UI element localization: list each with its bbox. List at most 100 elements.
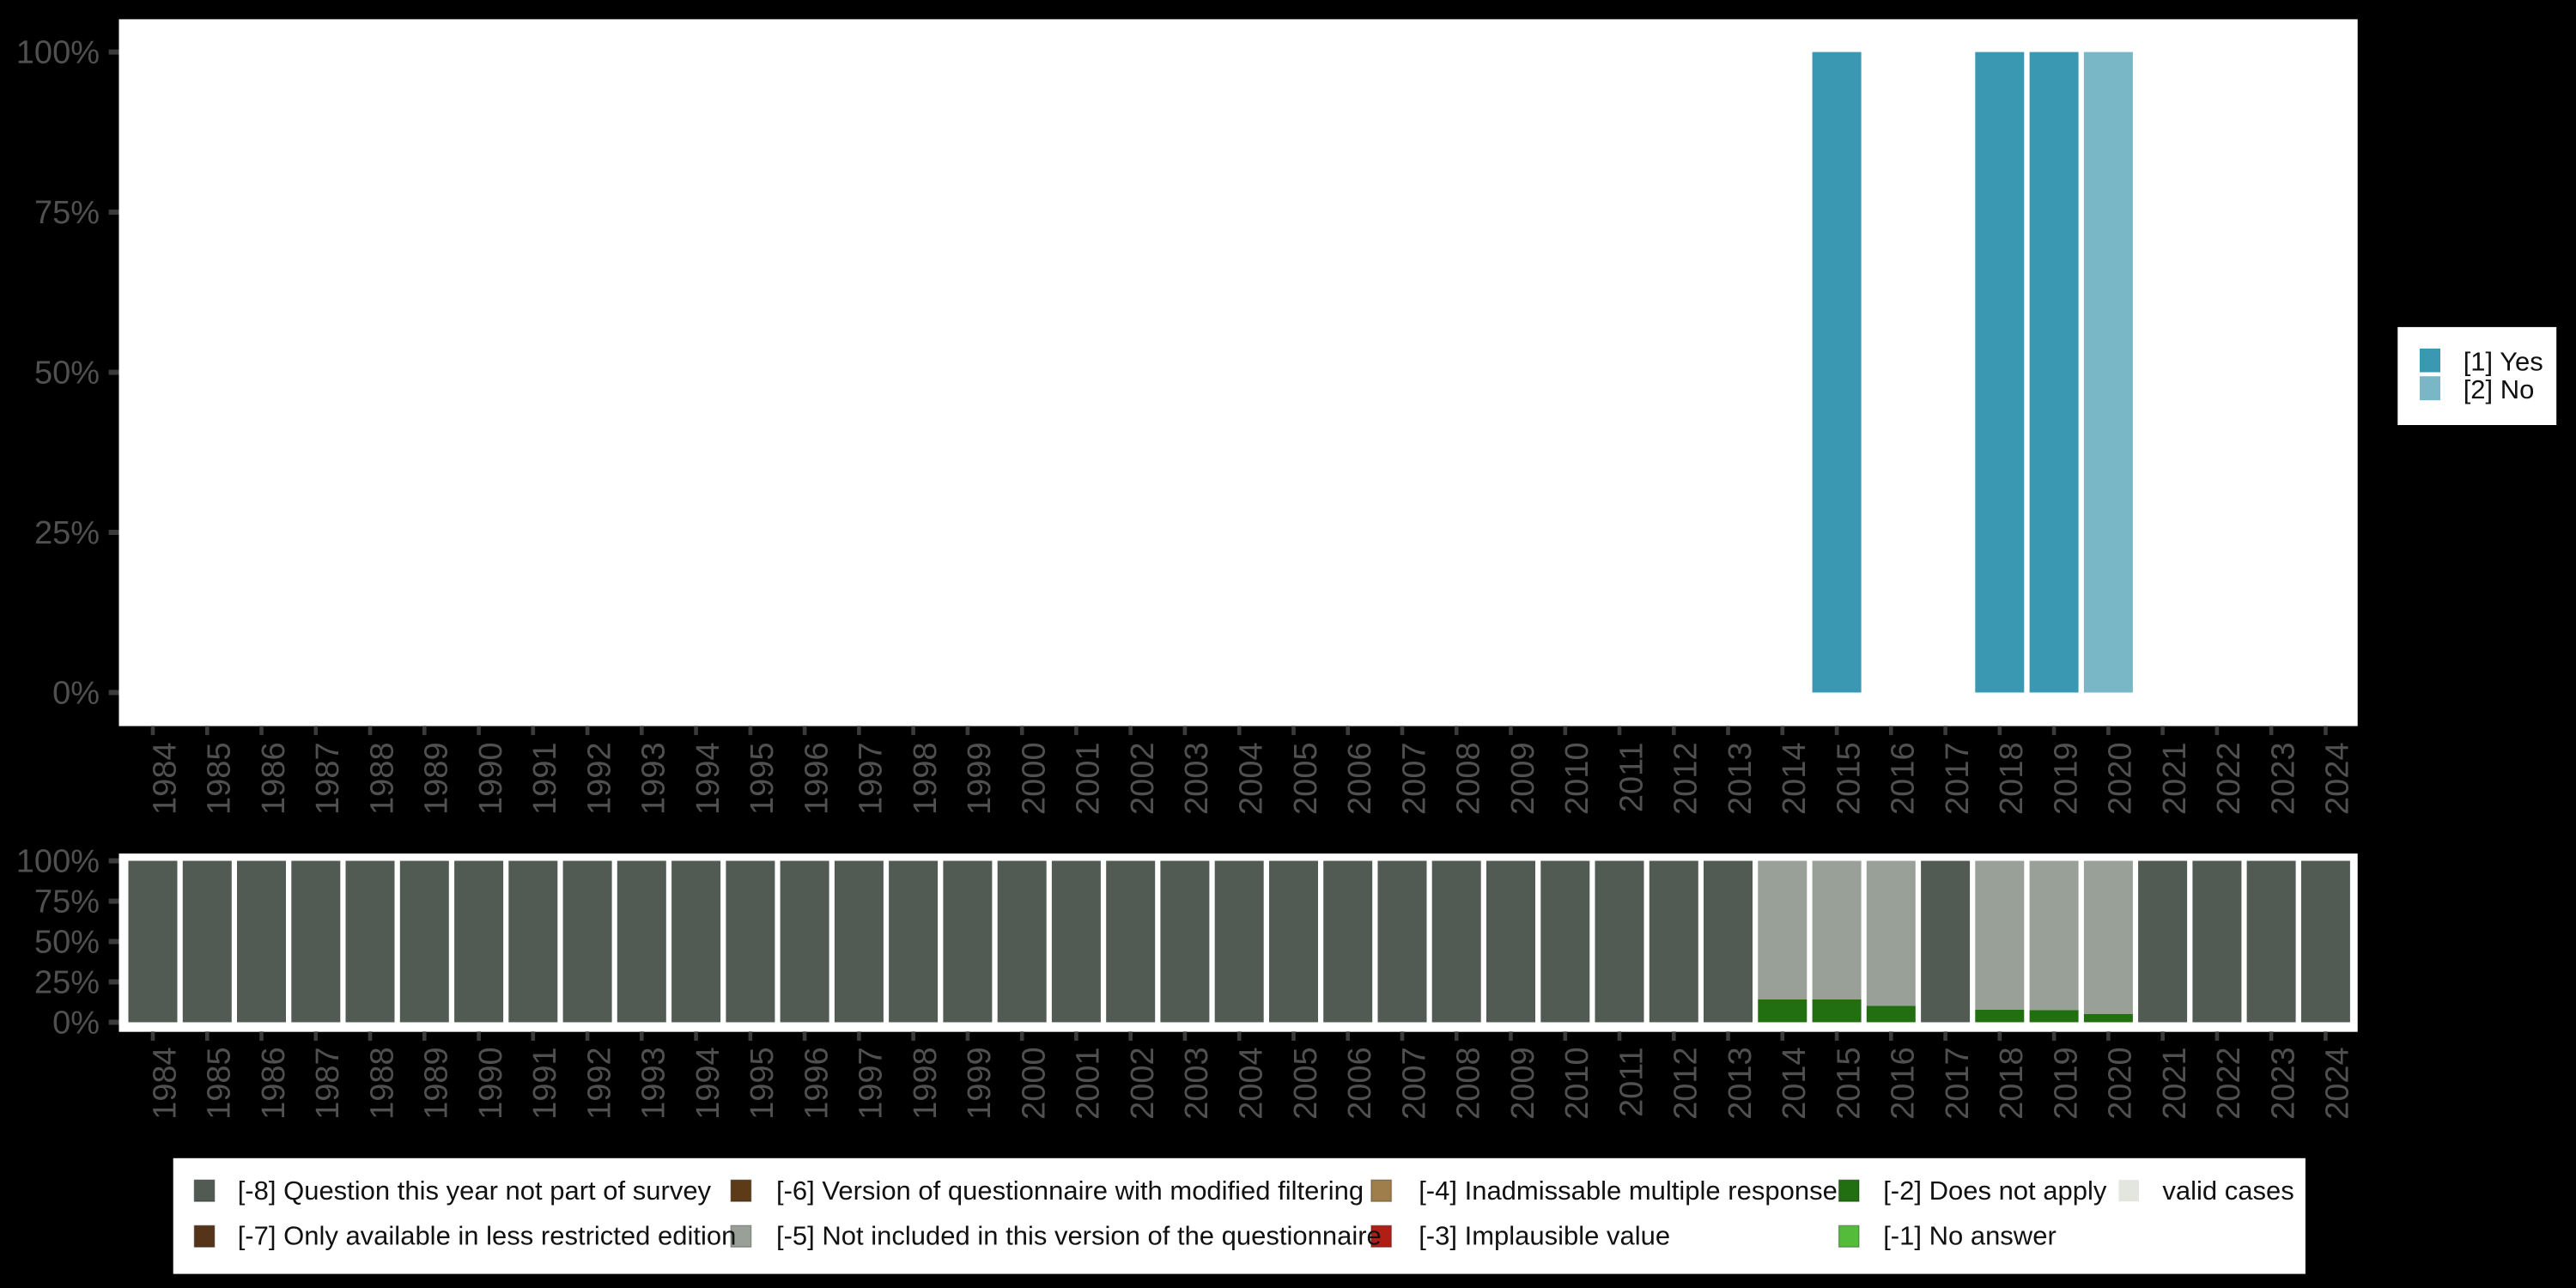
svg-text:2016: 2016 (1886, 742, 1922, 815)
svg-text:2024: 2024 (2320, 1047, 2356, 1120)
svg-text:1990: 1990 (473, 742, 509, 815)
svg-text:1989: 1989 (419, 742, 455, 815)
svg-text:2015: 2015 (1831, 1047, 1867, 1120)
svg-text:2023: 2023 (2265, 742, 2301, 815)
svg-text:2005: 2005 (1288, 742, 1324, 815)
svg-text:0%: 0% (52, 1005, 100, 1042)
svg-text:2012: 2012 (1668, 1047, 1704, 1120)
svg-text:2000: 2000 (1017, 742, 1053, 815)
svg-text:1987: 1987 (310, 742, 346, 815)
svg-text:[-7] Only available in less re: [-7] Only available in less restricted e… (238, 1221, 737, 1251)
svg-text:75%: 75% (34, 884, 100, 920)
svg-text:2004: 2004 (1234, 1047, 1270, 1120)
svg-text:100%: 100% (16, 35, 100, 71)
svg-text:1993: 1993 (636, 1047, 672, 1120)
svg-text:2024: 2024 (2320, 742, 2356, 815)
svg-text:1998: 1998 (908, 742, 944, 815)
svg-text:[-6] Version of questionnaire: [-6] Version of questionnaire with modif… (776, 1176, 1364, 1206)
svg-text:1997: 1997 (854, 742, 890, 815)
svg-text:1989: 1989 (419, 1047, 455, 1120)
svg-text:2011: 2011 (1613, 1047, 1649, 1117)
svg-text:25%: 25% (34, 965, 100, 1001)
svg-text:2013: 2013 (1722, 1047, 1759, 1120)
svg-text:2016: 2016 (1886, 1047, 1922, 1120)
svg-text:[-3] Implausible value: [-3] Implausible value (1419, 1221, 1670, 1251)
svg-text:2022: 2022 (2211, 1047, 2247, 1120)
svg-text:2018: 2018 (1994, 1047, 2030, 1120)
svg-text:1999: 1999 (962, 742, 998, 815)
svg-text:2004: 2004 (1234, 742, 1270, 815)
svg-text:1986: 1986 (256, 1047, 292, 1120)
svg-text:1987: 1987 (310, 1047, 346, 1120)
svg-text:2017: 2017 (1940, 1047, 1976, 1120)
svg-text:[-4] Inadmissable multiple res: [-4] Inadmissable multiple response (1419, 1176, 1838, 1206)
svg-text:2019: 2019 (2048, 1047, 2084, 1120)
svg-text:2008: 2008 (1451, 742, 1487, 815)
svg-text:1988: 1988 (364, 1047, 400, 1120)
svg-text:1988: 1988 (364, 742, 400, 815)
svg-text:2007: 2007 (1396, 1047, 1432, 1120)
svg-text:0%: 0% (52, 676, 100, 712)
svg-text:1992: 1992 (581, 1047, 617, 1120)
svg-text:50%: 50% (34, 355, 100, 392)
svg-text:2010: 2010 (1559, 742, 1595, 815)
svg-text:1999: 1999 (962, 1047, 998, 1120)
svg-text:2017: 2017 (1940, 742, 1976, 815)
svg-text:2005: 2005 (1288, 1047, 1324, 1120)
svg-text:[-2] Does not apply: [-2] Does not apply (1883, 1176, 2107, 1206)
svg-text:25%: 25% (34, 515, 100, 551)
svg-text:1991: 1991 (527, 1047, 563, 1120)
svg-text:1994: 1994 (690, 1047, 726, 1120)
svg-text:2009: 2009 (1505, 1047, 1541, 1120)
svg-text:2020: 2020 (2103, 742, 2139, 815)
svg-text:2011: 2011 (1613, 742, 1649, 812)
svg-text:2013: 2013 (1722, 742, 1759, 815)
svg-text:2012: 2012 (1668, 742, 1704, 815)
svg-text:[-5] Not included in this vers: [-5] Not included in this version of the… (776, 1221, 1382, 1251)
svg-text:1996: 1996 (799, 742, 835, 815)
svg-text:2018: 2018 (1994, 742, 2030, 815)
svg-text:1997: 1997 (854, 1047, 890, 1120)
svg-text:1995: 1995 (744, 1047, 781, 1120)
svg-text:2022: 2022 (2211, 742, 2247, 815)
svg-text:1985: 1985 (202, 1047, 238, 1120)
svg-text:2002: 2002 (1125, 742, 1161, 815)
svg-text:1993: 1993 (636, 742, 672, 815)
svg-text:2021: 2021 (2157, 1047, 2193, 1120)
svg-text:1984: 1984 (147, 1047, 183, 1120)
svg-text:2000: 2000 (1017, 1047, 1053, 1120)
svg-text:2015: 2015 (1831, 742, 1867, 815)
svg-text:1992: 1992 (581, 742, 617, 815)
svg-text:1995: 1995 (744, 742, 781, 815)
svg-text:2023: 2023 (2265, 1047, 2301, 1120)
svg-text:2010: 2010 (1559, 1047, 1595, 1120)
svg-text:[1] Yes: [1] Yes (2464, 346, 2543, 376)
svg-text:1985: 1985 (202, 742, 238, 815)
svg-text:2008: 2008 (1451, 1047, 1487, 1120)
svg-text:[-1] No answer: [-1] No answer (1883, 1221, 2057, 1251)
svg-text:[2] No: [2] No (2464, 374, 2535, 404)
svg-text:1990: 1990 (473, 1047, 509, 1120)
svg-text:1996: 1996 (799, 1047, 835, 1120)
svg-text:2009: 2009 (1505, 742, 1541, 815)
svg-text:2002: 2002 (1125, 1047, 1161, 1120)
svg-text:2001: 2001 (1071, 742, 1107, 815)
svg-text:1986: 1986 (256, 742, 292, 815)
svg-text:valid cases: valid cases (2162, 1176, 2293, 1206)
svg-text:2003: 2003 (1179, 742, 1215, 815)
svg-text:2014: 2014 (1777, 742, 1813, 815)
svg-text:2007: 2007 (1396, 742, 1432, 815)
svg-text:100%: 100% (16, 844, 100, 880)
svg-text:75%: 75% (34, 195, 100, 231)
svg-text:2003: 2003 (1179, 1047, 1215, 1120)
svg-text:2019: 2019 (2048, 742, 2084, 815)
svg-text:2014: 2014 (1777, 1047, 1813, 1120)
svg-text:2006: 2006 (1342, 742, 1378, 815)
svg-text:2020: 2020 (2103, 1047, 2139, 1120)
svg-text:2006: 2006 (1342, 1047, 1378, 1120)
svg-text:[-8] Question this year not pa: [-8] Question this year not part of surv… (238, 1176, 712, 1206)
svg-text:50%: 50% (34, 925, 100, 961)
svg-text:1994: 1994 (690, 742, 726, 815)
svg-text:1991: 1991 (527, 742, 563, 815)
svg-text:2001: 2001 (1071, 1047, 1107, 1120)
